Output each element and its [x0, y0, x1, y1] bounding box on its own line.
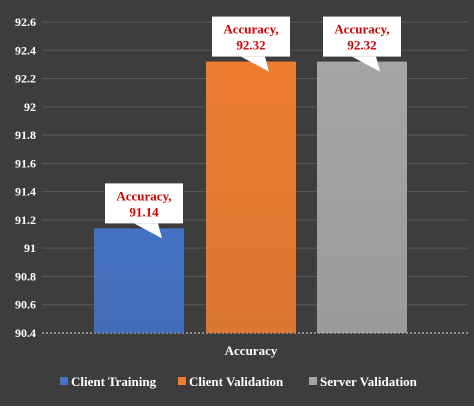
legend: Client Training Client Validation Server V… [60, 374, 418, 389]
y-tick-label: 92 [24, 100, 36, 114]
callout-pointer [241, 56, 269, 72]
data-callouts: Accuracy,91.14Accuracy,92.32Accuracy,92.… [105, 16, 401, 239]
y-tick-label: 91.6 [15, 156, 36, 170]
y-tick-label: 91 [24, 241, 36, 255]
y-axis-ticks: 90.4 90.6 90.8 91 91.2 91.4 91.6 91.8 92 92.2 92.4… [15, 15, 36, 340]
data-label-line1: Accuracy, [223, 22, 278, 37]
data-label-line1: Accuracy, [334, 22, 389, 37]
y-tick-label: 92.4 [15, 43, 36, 57]
data-label-line2: 92.32 [347, 38, 376, 53]
legend-label: Client Training [71, 374, 157, 389]
y-tick-label: 90.6 [15, 298, 36, 312]
callout-pointer [134, 223, 162, 239]
y-tick-label: 91.2 [15, 213, 36, 227]
y-tick-label: 90.4 [15, 326, 36, 340]
data-label-line2: 92.32 [236, 38, 265, 53]
x-axis-label: Accuracy [225, 343, 278, 358]
y-tick-label: 91.8 [15, 128, 36, 142]
bar-client-training [94, 228, 184, 333]
legend-label: Client Validation [189, 374, 284, 389]
data-label-line2: 91.14 [129, 204, 159, 219]
legend-label: Server Validation [320, 374, 418, 389]
bars [94, 61, 407, 333]
callout-pointer [352, 56, 380, 72]
bar-client-validation [206, 61, 296, 333]
legend-swatch [309, 377, 317, 385]
callout-box [212, 16, 290, 57]
y-tick-label: 91.4 [15, 185, 36, 199]
legend-swatch [178, 377, 186, 385]
y-tick-label: 92.6 [15, 15, 36, 29]
data-label-line1: Accuracy, [116, 188, 171, 203]
callout-box [105, 183, 183, 224]
y-tick-label: 92.2 [15, 72, 36, 86]
legend-swatch [60, 377, 68, 385]
y-tick-label: 90.8 [15, 269, 36, 283]
bar-server-validation [317, 61, 407, 333]
callout-box [323, 16, 401, 57]
